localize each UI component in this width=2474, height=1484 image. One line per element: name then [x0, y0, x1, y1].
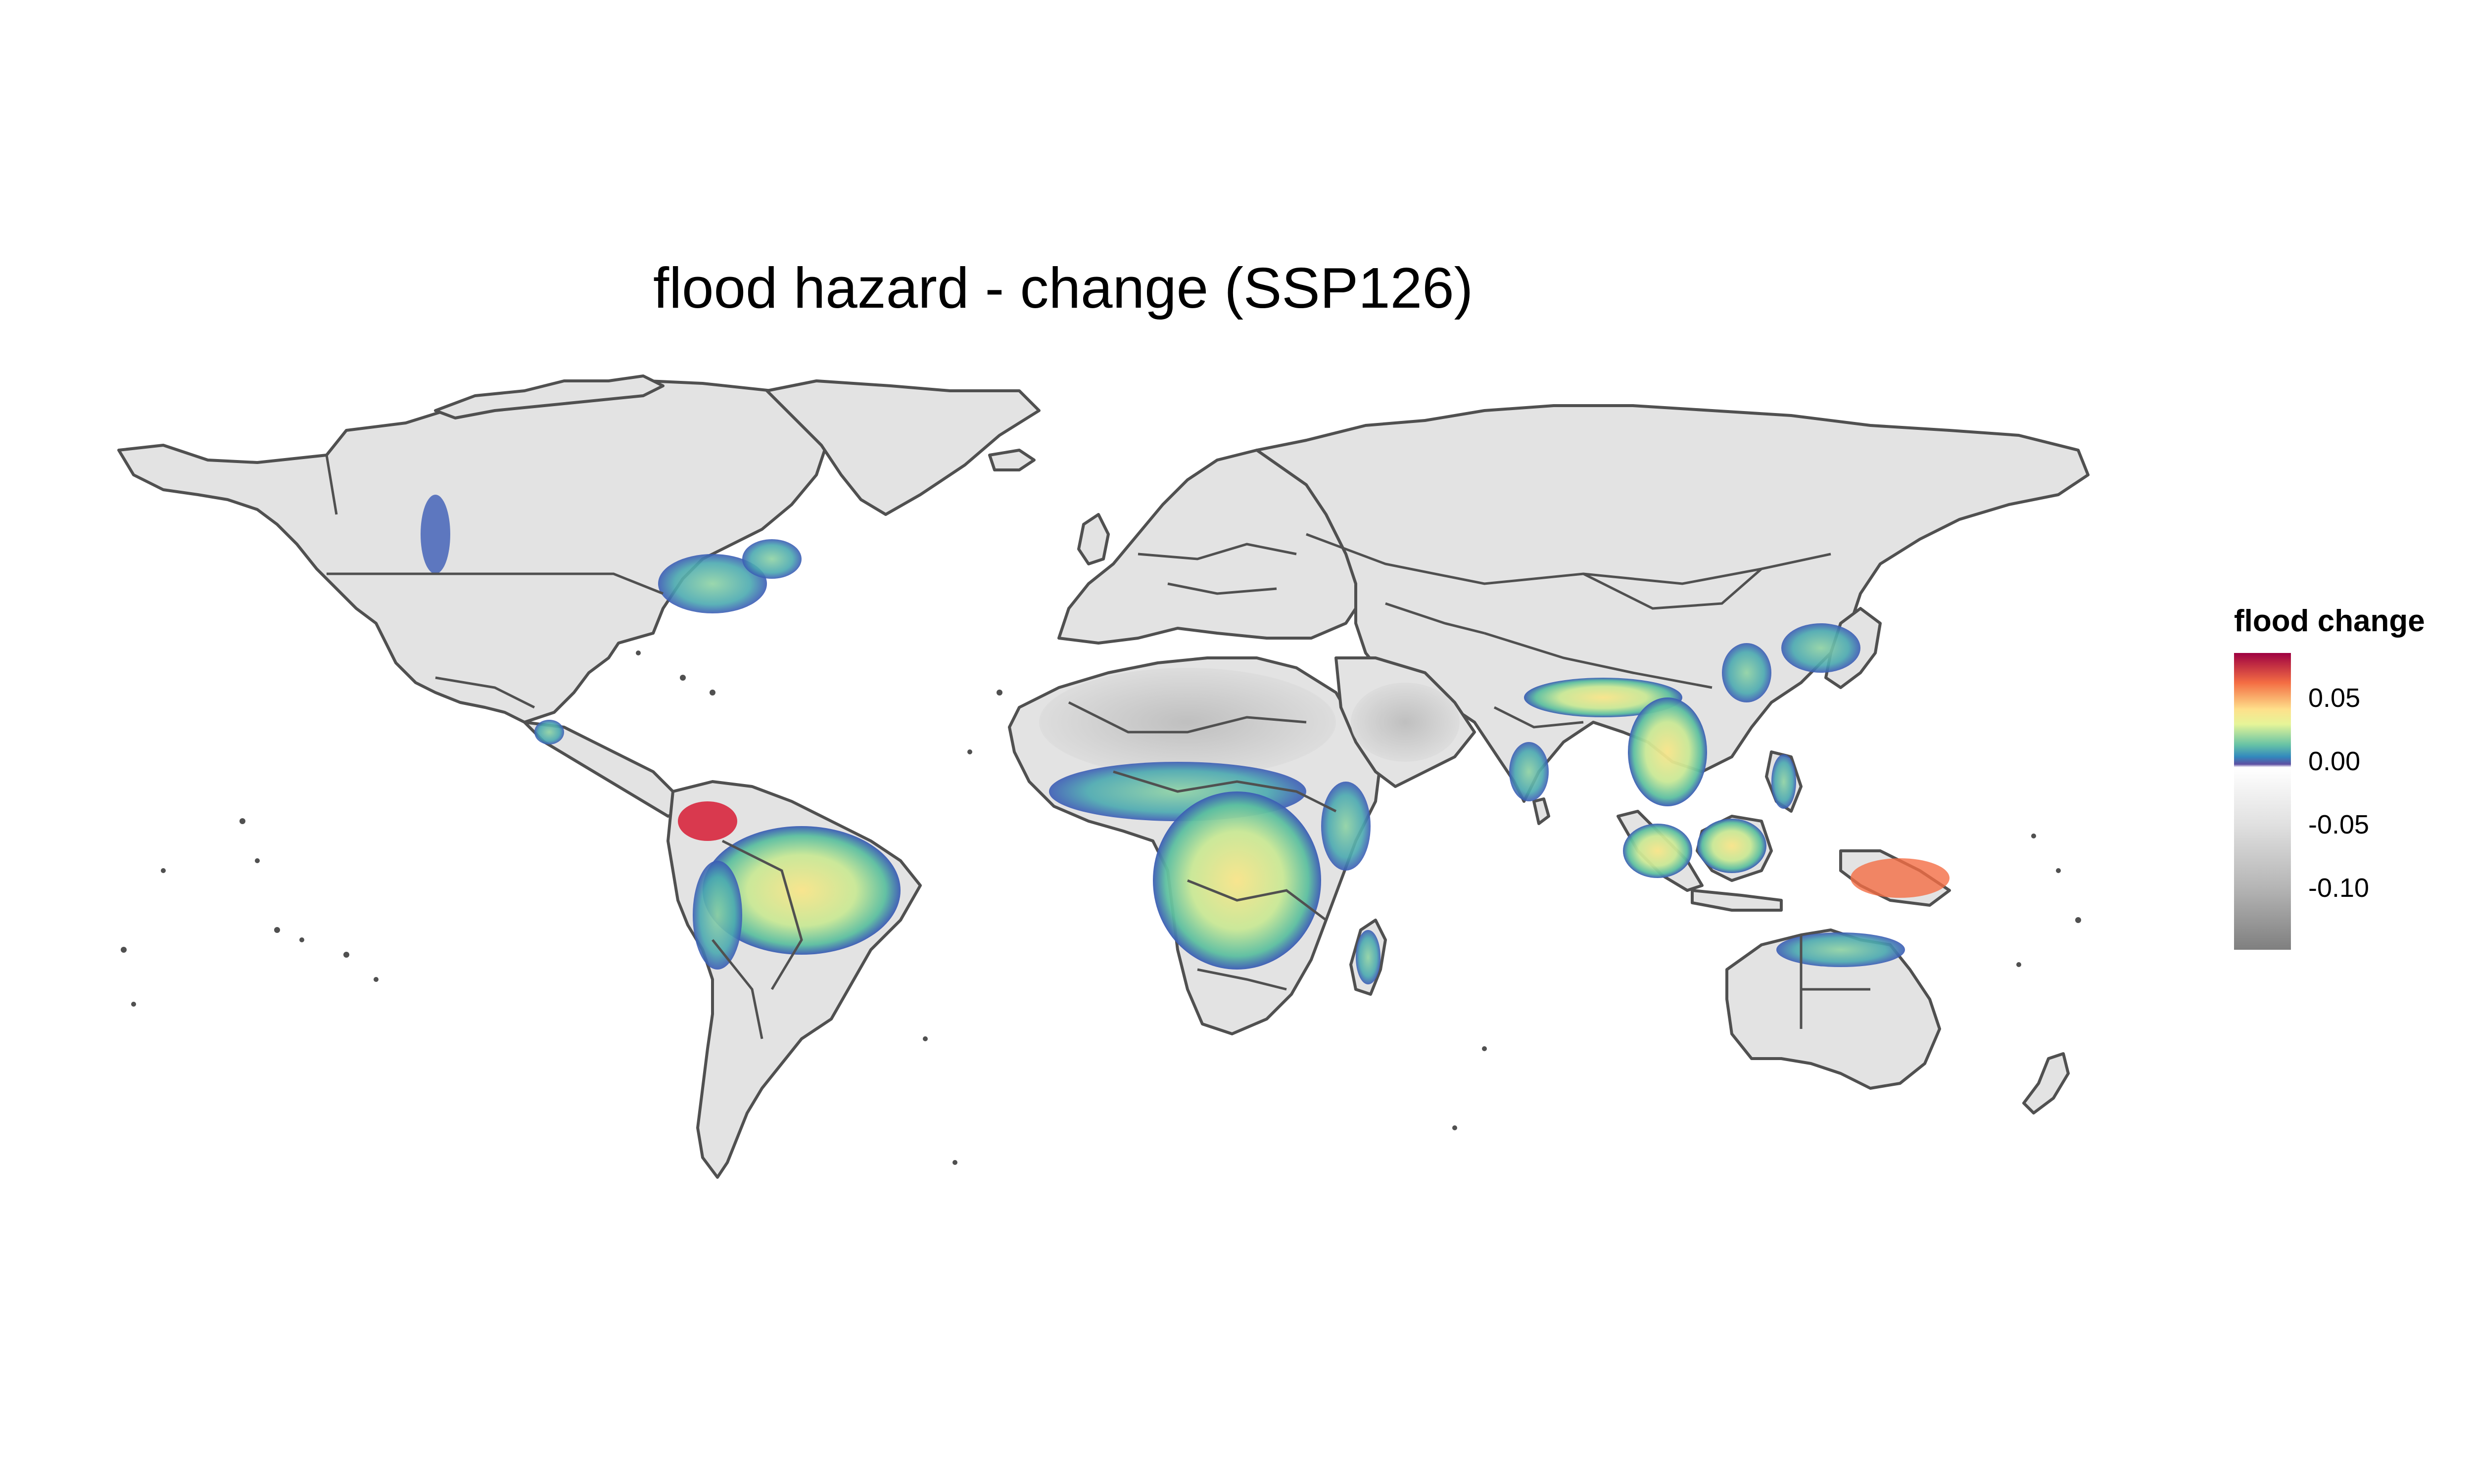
island: [2016, 962, 2021, 967]
island: [343, 952, 349, 958]
africa-south-border: [1187, 879, 1327, 921]
island: [374, 977, 379, 982]
legend-tick-label: 0.00: [2308, 746, 2361, 776]
china-east-increase: [1722, 643, 1771, 702]
colombia-increase: [678, 801, 737, 841]
north-australia-increase: [1776, 932, 1905, 967]
congo-increase: [1153, 791, 1321, 970]
indochina-increase: [1628, 697, 1707, 806]
australia-land: [1725, 928, 1941, 1090]
china-border: [1484, 632, 1713, 689]
africa-central-border: [1113, 770, 1337, 813]
island: [923, 1036, 928, 1041]
borneo-increase: [1697, 819, 1766, 873]
borders-layer: [325, 455, 1870, 1039]
arabia-decrease: [1351, 683, 1460, 762]
australia-border: [1800, 935, 1870, 1029]
mexico-increase: [534, 720, 564, 744]
greenland-land: [765, 379, 1041, 516]
island: [239, 818, 245, 824]
andes-border: [712, 939, 763, 1039]
mongolia-border: [1582, 568, 1762, 610]
legend: flood change 0.05 0.00 -0.05 -0.10: [2234, 603, 2462, 960]
island: [997, 690, 1002, 696]
na-east-increase: [658, 554, 767, 613]
increase-layer: [421, 495, 1950, 984]
central-asia-border: [1385, 602, 1485, 635]
africa-southern-border: [1197, 968, 1287, 991]
islands-layer: [121, 650, 2081, 1165]
island: [131, 1002, 136, 1007]
arctic-islands-land: [434, 374, 665, 419]
island: [299, 937, 304, 942]
korea-japan-increase: [1781, 623, 1860, 673]
legend-tick-label: 0.05: [2308, 683, 2361, 713]
legend-tick-label: -0.05: [2308, 810, 2370, 839]
island: [967, 749, 972, 754]
island: [2056, 868, 2061, 873]
north-america-land: [117, 379, 833, 724]
na-northeast-increase: [742, 539, 802, 579]
amazon-increase: [703, 826, 901, 955]
madagascar-increase: [1356, 930, 1380, 984]
sahara-decrease: [1039, 668, 1336, 777]
andes-increase: [693, 861, 742, 970]
usa-canada-border: [327, 572, 664, 595]
uk-land: [1077, 513, 1110, 565]
usa-mexico-border: [435, 676, 535, 709]
indonesia-java-land: [1691, 889, 1783, 912]
island: [710, 690, 715, 696]
island: [1482, 1046, 1487, 1051]
india-border: [1493, 706, 1584, 729]
decrease-layer: [1039, 668, 1460, 777]
iceland-land: [988, 449, 1036, 471]
island: [636, 650, 641, 655]
legend-title: flood change: [2234, 604, 2425, 638]
himalaya-increase: [1524, 678, 1682, 717]
alaska-border: [325, 455, 338, 515]
new-guinea-increase: [1851, 858, 1950, 898]
legend-colorbar: [2234, 653, 2291, 950]
africa-north-border: [1068, 701, 1307, 734]
europe-border-1: [1138, 543, 1297, 560]
sri-lanka-land: [1532, 797, 1550, 825]
island: [274, 927, 280, 933]
island: [2031, 834, 2036, 838]
brazil-border: [721, 839, 803, 990]
island: [2075, 917, 2081, 923]
island: [952, 1160, 957, 1165]
india-increase: [1509, 742, 1549, 801]
island: [1452, 1125, 1457, 1130]
map-title: flood hazard - change (SSP126): [653, 256, 1474, 320]
na-west-increase: [421, 495, 450, 574]
philippines-increase: [1771, 754, 1796, 809]
east-africa-increase: [1321, 782, 1371, 871]
legend-tick-label: -0.10: [2308, 873, 2370, 903]
island: [680, 675, 686, 681]
europe-border-2: [1167, 582, 1277, 595]
island: [161, 868, 166, 873]
island: [121, 947, 127, 953]
new-zealand-land: [2022, 1052, 2070, 1114]
island: [255, 858, 260, 863]
sumatra-increase: [1623, 824, 1692, 878]
